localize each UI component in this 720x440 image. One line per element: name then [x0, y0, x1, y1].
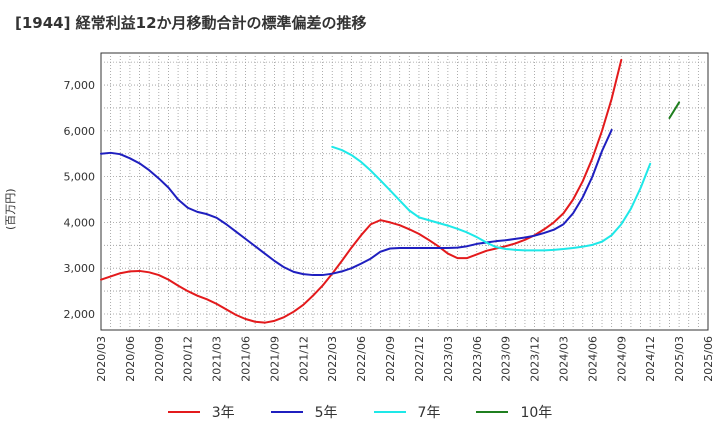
grid-lines — [101, 53, 708, 330]
y-tick-label: 2,000 — [64, 308, 96, 321]
x-tick-label: 2022/03 — [326, 336, 339, 382]
x-tick-label: 2021/12 — [297, 336, 310, 382]
legend: 3年 5年 7年 10年 — [0, 402, 720, 422]
legend-label: 7年 — [417, 405, 441, 421]
y-tick-label: 7,000 — [64, 79, 96, 92]
series-lines — [100, 58, 681, 324]
legend-label: 10年 — [520, 405, 553, 421]
x-tick-label: 2021/03 — [211, 336, 224, 382]
series-line — [100, 128, 613, 277]
x-tick-label: 2020/12 — [182, 336, 195, 382]
plot-area — [100, 52, 709, 331]
x-tick-label: 2022/06 — [355, 336, 368, 382]
x-tick-label: 2022/12 — [413, 336, 426, 382]
legend-label: 5年 — [314, 405, 338, 421]
legend-item: 10年 — [476, 402, 552, 422]
x-tick-label: 2021/06 — [240, 336, 253, 382]
legend-label: 3年 — [211, 405, 235, 421]
legend-swatch — [167, 411, 200, 413]
legend-item: 7年 — [373, 402, 441, 422]
x-tick-label: 2024/09 — [615, 336, 628, 382]
x-tick-label: 2020/06 — [124, 336, 137, 382]
x-tick-labels: 2020/03 2020/06 2020/09 2020/12 2021/03 2021/… — [95, 336, 715, 382]
x-tick-label: 2020/09 — [153, 336, 166, 382]
x-tick-label: 2024/06 — [586, 336, 599, 382]
y-tick-label: 5,000 — [64, 171, 96, 184]
y-tick-label: 3,000 — [64, 262, 96, 275]
x-tick-label: 2025/06 — [702, 336, 715, 382]
x-tick-label: 2023/06 — [471, 336, 484, 382]
x-tick-label: 2023/12 — [529, 336, 542, 382]
x-tick-label: 2024/12 — [644, 336, 657, 382]
legend-item: 3年 — [167, 402, 235, 422]
series-line — [668, 101, 681, 120]
y-tick-label: 4,000 — [64, 216, 96, 229]
legend-swatch — [476, 411, 509, 413]
y-tick-labels: 2,000 3,000 4,000 5,000 6,000 7,000 — [64, 79, 96, 321]
x-tick-label: 2022/09 — [384, 336, 397, 382]
series-line — [331, 145, 652, 252]
x-tick-label: 2025/03 — [673, 336, 686, 382]
x-tick-label: 2020/03 — [95, 336, 108, 382]
x-tick-label: 2024/03 — [557, 336, 570, 382]
y-tick-label: 6,000 — [64, 125, 96, 138]
legend-item: 5年 — [270, 402, 338, 422]
chart-title: [1944] 経常利益12か月移動合計の標準偏差の推移 — [15, 14, 367, 32]
legend-swatch — [373, 411, 406, 413]
x-tick-label: 2023/03 — [442, 336, 455, 382]
x-tick-label: 2021/09 — [268, 336, 281, 382]
legend-swatch — [270, 411, 303, 413]
x-tick-label: 2023/09 — [500, 336, 513, 382]
